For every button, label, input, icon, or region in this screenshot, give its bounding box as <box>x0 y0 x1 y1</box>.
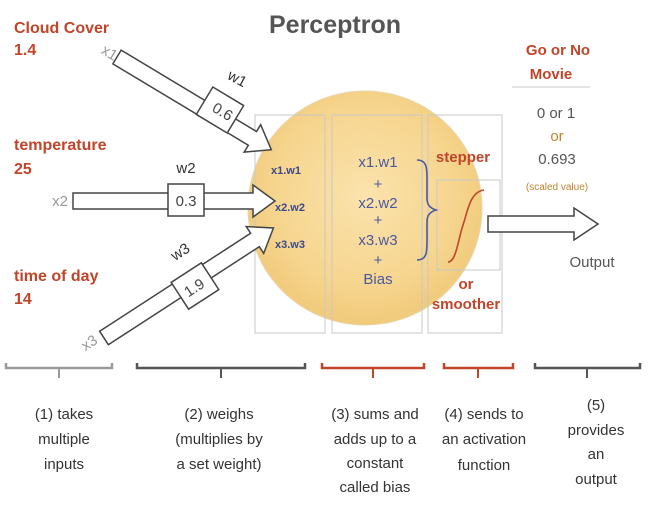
step-3-caption: (3) sums and adds up to a constant calle… <box>331 406 419 496</box>
caption-line: output <box>575 471 618 488</box>
weight-label-3: w3 <box>167 240 193 265</box>
input-var-2: x2 <box>52 193 68 210</box>
input-value-2: 25 <box>14 161 32 178</box>
caption-line: (4) sends to <box>444 406 523 423</box>
caption-line: called bias <box>340 479 411 496</box>
sum-term: x2.w2 <box>358 195 397 212</box>
caption-line: inputs <box>44 456 84 473</box>
activation-curve <box>447 189 485 263</box>
output-title-line-1: Go or No <box>526 42 590 59</box>
input-value-3: 14 <box>14 291 32 308</box>
product-3: x3.w3 <box>275 239 305 251</box>
caption-line: function <box>458 457 511 474</box>
sum-term: x3.w3 <box>358 232 397 249</box>
caption-line: (multiplies by <box>175 431 263 448</box>
step-2-caption: (2) weighs (multiplies by a set weight) <box>175 406 263 473</box>
weight-box-3 <box>170 261 220 311</box>
step-4-caption: (4) sends to an activation function <box>442 406 526 474</box>
output-value-binary: 0 or 1 <box>537 105 575 122</box>
diagram-title: Perceptron <box>269 11 401 39</box>
sum-plus: + <box>374 176 383 193</box>
weight-box-2 <box>167 183 205 217</box>
step-4-bracket <box>442 363 515 370</box>
activation-label-smoother: smoother <box>432 296 501 313</box>
product-1: x1.w1 <box>271 165 301 177</box>
weight-label-1: w1 <box>224 67 250 91</box>
sum-brace <box>416 159 439 261</box>
input-name-3: time of day <box>14 268 99 285</box>
activation-label-stepper: stepper <box>436 149 490 166</box>
sum-bias: Bias <box>363 271 392 288</box>
input-name-2: temperature <box>14 137 107 154</box>
output-value-scaled: 0.693 <box>538 151 576 168</box>
caption-line: (2) weighs <box>184 406 253 423</box>
output-note: (scaled value) <box>526 182 588 193</box>
output-title-line-2: Movie <box>530 66 573 83</box>
step-5-bracket <box>533 363 642 370</box>
step-2-bracket <box>135 363 307 370</box>
weights-column-box <box>254 114 326 334</box>
caption-line: (3) sums and <box>331 406 419 423</box>
output-arrow <box>487 206 600 242</box>
caption-line: a set weight) <box>176 456 261 473</box>
step-1-caption: (1) takes multiple inputs <box>35 406 93 473</box>
output-or: or <box>550 128 563 145</box>
caption-line: (5) <box>587 397 605 414</box>
weight-label-2: w2 <box>175 160 195 177</box>
product-2: x2.w2 <box>275 202 305 214</box>
output-arrow-label: Output <box>569 254 615 271</box>
sum-term: x1.w1 <box>358 154 397 171</box>
weight-box-1 <box>195 85 245 135</box>
input-var-3: x3 <box>78 332 101 355</box>
input-name-1: Cloud Cover <box>14 20 109 37</box>
weight-value-2: 0.3 <box>176 193 197 210</box>
sum-terms: x1.w1 + x2.w2 + x3.w3 + Bias <box>358 154 397 288</box>
step-5-caption: (5) provides an output <box>568 397 625 488</box>
caption-line: multiple <box>38 431 90 448</box>
input-value-1: 1.4 <box>14 42 36 59</box>
input-arrow-1 <box>111 49 273 153</box>
activation-label-or: or <box>459 276 474 293</box>
sum-plus: + <box>374 212 383 229</box>
caption-line: an activation <box>442 431 526 448</box>
caption-line: constant <box>347 455 405 472</box>
step-3-bracket <box>320 363 426 370</box>
sum-plus: + <box>374 252 383 269</box>
caption-line: an <box>588 446 605 463</box>
caption-line: (1) takes <box>35 406 93 423</box>
step-1-bracket <box>4 363 114 370</box>
caption-line: provides <box>568 422 625 439</box>
caption-line: adds up to a <box>334 431 417 448</box>
input-var-1: x1 <box>98 42 120 65</box>
sum-column-box <box>331 114 423 334</box>
